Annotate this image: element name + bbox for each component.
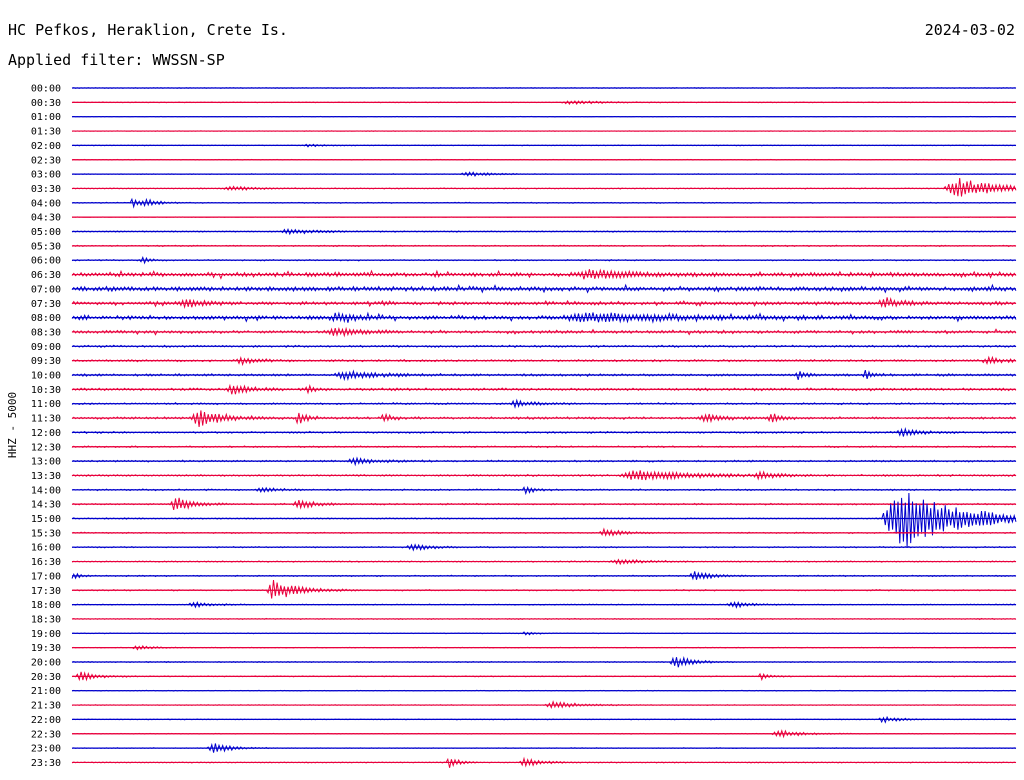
time-label: 18:30 <box>31 614 61 625</box>
time-label: 19:30 <box>31 643 61 654</box>
time-label: 11:30 <box>31 414 61 425</box>
time-label: 18:00 <box>31 600 61 611</box>
time-label: 00:00 <box>31 84 61 95</box>
station-title: HC Pefkos, Heraklion, Crete Is. <box>8 21 288 39</box>
trace-line <box>71 177 1017 197</box>
time-label: 09:30 <box>31 356 61 367</box>
time-label: 12:30 <box>31 442 61 453</box>
time-label: 15:30 <box>31 528 61 539</box>
time-label: 01:00 <box>31 112 61 123</box>
time-label: 21:30 <box>31 701 61 712</box>
time-label: 07:00 <box>31 284 61 295</box>
time-label: 04:30 <box>31 213 61 224</box>
time-label: 14:00 <box>31 485 61 496</box>
time-label: 07:30 <box>31 299 61 310</box>
time-label: 08:00 <box>31 313 61 324</box>
time-label: 13:30 <box>31 471 61 482</box>
time-label: 16:00 <box>31 543 61 554</box>
time-label: 23:00 <box>31 744 61 755</box>
time-label: 23:30 <box>31 758 61 769</box>
time-label: 21:00 <box>31 686 61 697</box>
time-label: 20:00 <box>31 658 61 669</box>
filter-label: Applied filter: WWSSN-SP <box>8 51 225 69</box>
time-label: 14:30 <box>31 500 61 511</box>
time-label: 01:30 <box>31 127 61 138</box>
trace-line <box>71 492 1017 547</box>
time-label: 02:30 <box>31 155 61 166</box>
time-label: 17:00 <box>31 571 61 582</box>
time-label: 09:00 <box>31 342 61 353</box>
time-label: 06:30 <box>31 270 61 281</box>
trace-line <box>71 580 1017 599</box>
time-label: 13:00 <box>31 457 61 468</box>
time-label: 06:00 <box>31 256 61 267</box>
time-label: 03:00 <box>31 170 61 181</box>
time-label: 15:00 <box>31 514 61 525</box>
time-label: 20:30 <box>31 672 61 683</box>
time-label: 10:00 <box>31 371 61 382</box>
time-label: 03:30 <box>31 184 61 195</box>
trace-line <box>71 383 1017 395</box>
time-label: 12:00 <box>31 428 61 439</box>
time-label: 05:30 <box>31 241 61 252</box>
time-label: 02:00 <box>31 141 61 152</box>
time-axis-labels: 00:00 00:30 01:00 01:30 02:00 02:30 03:00 03:30… <box>31 84 61 769</box>
time-label: 11:00 <box>31 399 61 410</box>
time-label: 22:00 <box>31 715 61 726</box>
time-label: 04:00 <box>31 198 61 209</box>
time-label: 16:30 <box>31 557 61 568</box>
channel-axis-label: HHZ - 5000 <box>6 392 19 458</box>
time-label: 05:00 <box>31 227 61 238</box>
time-label: 22:30 <box>31 729 61 740</box>
time-label: 17:30 <box>31 586 61 597</box>
trace-line <box>71 297 1017 309</box>
time-label: 00:30 <box>31 98 61 109</box>
time-label: 10:30 <box>31 385 61 396</box>
time-label: 19:00 <box>31 629 61 640</box>
time-label: 08:30 <box>31 327 61 338</box>
seismic-traces <box>71 87 1017 768</box>
trace-line <box>71 756 1017 768</box>
record-date: 2024-03-02 <box>924 21 1015 39</box>
